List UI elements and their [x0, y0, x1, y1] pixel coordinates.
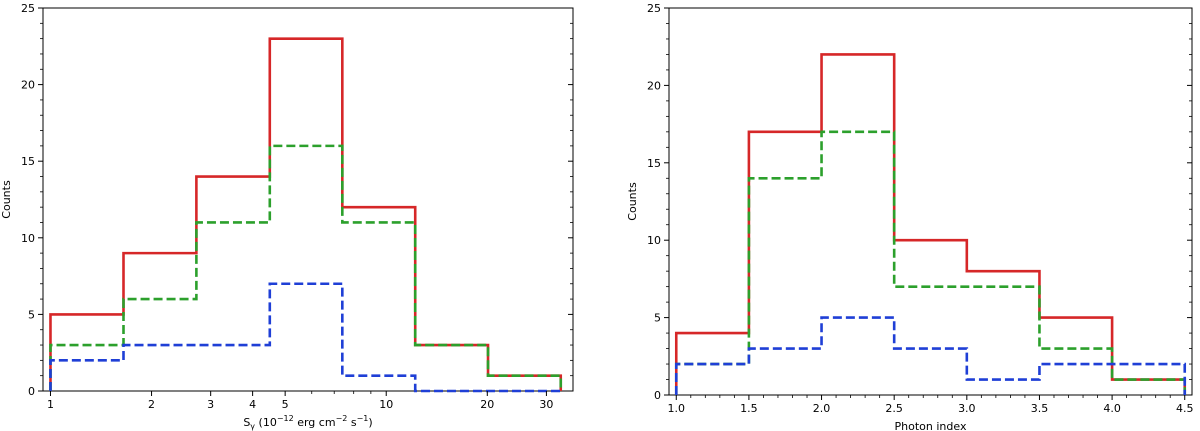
histogram-series-2: [674, 316, 1187, 395]
x-axis-label: Sγ (10−12 erg cm−2 s−1): [243, 414, 372, 431]
histogram-series-2: [49, 282, 561, 393]
y-tick-label: 20: [21, 79, 35, 92]
x-tick-label: 3.0: [958, 402, 976, 415]
x-tick-label: 3: [207, 398, 214, 411]
x-tick-label: 1.5: [740, 402, 758, 415]
y-tick-label: 5: [28, 308, 35, 321]
left-histogram-panel: 1 2 3 4 5 10 20 30 0 5 10 15 20 25 Counts Sγ (10−12 erg…: [0, 2, 574, 431]
x-tick-label: 20: [480, 398, 494, 411]
y-tick-label: 20: [647, 79, 661, 92]
y-axis-label: Counts: [626, 182, 639, 221]
x-tick-label: 3.5: [1031, 402, 1049, 415]
y-tick-label: 25: [647, 2, 661, 15]
histogram-series-1: [674, 130, 1187, 395]
x-tick-label: 5: [282, 398, 289, 411]
plot-frame: [42, 7, 574, 392]
x-tick-label: 1.0: [668, 402, 686, 415]
histogram-series-0: [674, 53, 1187, 395]
x-tick-label: 2.5: [885, 402, 903, 415]
x-tick-label: 10: [379, 398, 393, 411]
histogram-series-0: [49, 37, 563, 391]
y-tick-label: 0: [28, 385, 35, 398]
y-axis-label: Counts: [0, 180, 13, 219]
x-tick-label: 2: [148, 398, 155, 411]
y-tick-label: 10: [647, 234, 661, 247]
right-histogram-panel: 1.0 1.5 2.0 2.5 3.0 3.5 4.0 4.5 0 5 10 15 20 25 Counts…: [626, 2, 1193, 431]
x-tick-label: 4.0: [1103, 402, 1121, 415]
x-tick-label: 2.0: [813, 402, 831, 415]
y-tick-label: 15: [647, 157, 661, 170]
x-tick-label: 30: [539, 398, 553, 411]
x-tick-label: 4.5: [1176, 402, 1194, 415]
x-tick-label: 1: [47, 398, 54, 411]
histogram-series-1: [49, 144, 563, 391]
y-tick-label: 0: [654, 389, 661, 402]
y-tick-label: 10: [21, 232, 35, 245]
x-axis-label: Photon index: [895, 420, 967, 431]
y-tick-label: 5: [654, 312, 661, 325]
y-tick-label: 25: [21, 2, 35, 15]
plot-frame: [668, 7, 1193, 396]
y-tick-label: 15: [21, 155, 35, 168]
x-tick-label: 4: [249, 398, 256, 411]
